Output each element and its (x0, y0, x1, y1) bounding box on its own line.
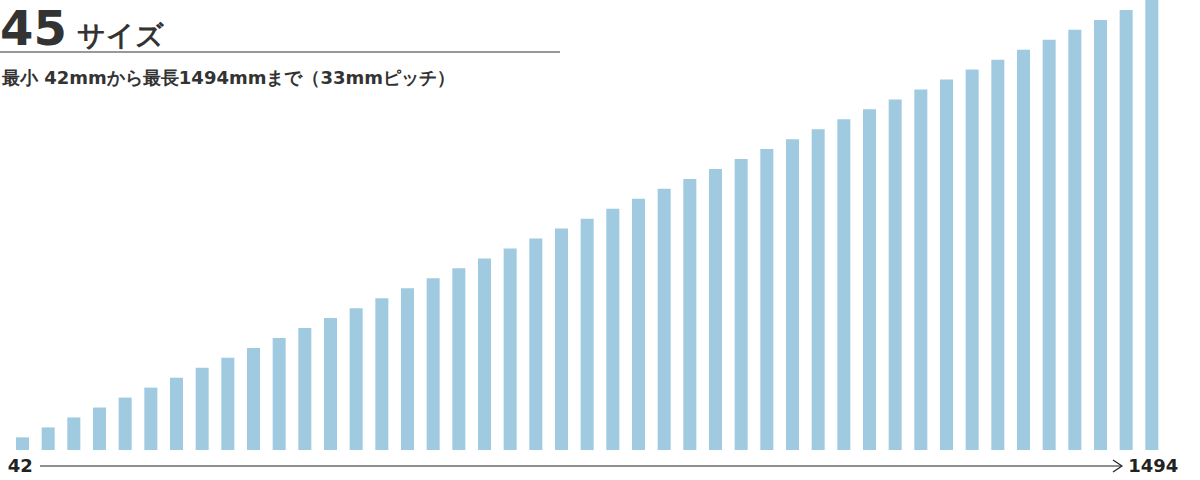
svg-text:42: 42 (8, 455, 33, 476)
svg-text:45サイズ: 45サイズ (8, 0, 165, 56)
svg-text:最小 42mmから最長1494mmまで（33mmピッチ）: 最小 42mmから最長1494mmまで（33mmピッチ） (8, 67, 455, 88)
svg-text:1494: 1494 (1128, 455, 1178, 476)
